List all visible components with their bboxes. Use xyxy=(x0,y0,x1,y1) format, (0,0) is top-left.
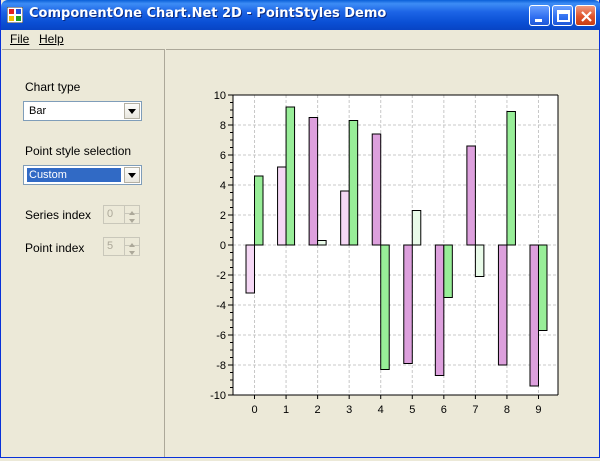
bar-s1-p4 xyxy=(380,244,390,370)
bar-s1-p5 xyxy=(411,210,422,246)
bar-s0-p3 xyxy=(340,190,350,246)
minimize-icon xyxy=(535,19,542,22)
y-tick-label: -10 xyxy=(210,390,226,402)
bar-s0-p6 xyxy=(434,244,445,376)
bar-chart[interactable]: -10 -8 -6 -4 -2 0 2 4 6 8 10 0 1 2 3 4 5 6 7 8 9 xyxy=(166,50,599,458)
bar-s0-p7 xyxy=(466,145,476,246)
y-tick-label: -6 xyxy=(216,330,226,342)
point-index-spinner[interactable]: 5 xyxy=(103,237,140,256)
bar-s0-p8 xyxy=(497,244,508,366)
bar-s0-p9 xyxy=(529,244,539,387)
y-tick-label: 10 xyxy=(214,90,226,102)
bar-s1-p3 xyxy=(348,120,359,246)
x-tick-label: 9 xyxy=(535,404,541,416)
maximize-button[interactable] xyxy=(552,5,573,26)
x-tick-label: 0 xyxy=(251,404,257,416)
point-style-value: Custom xyxy=(27,168,121,182)
bar-s0-p0 xyxy=(245,244,256,294)
bar-s1-p6 xyxy=(443,244,453,298)
y-tick-label: 4 xyxy=(220,180,226,192)
window-title: ComponentOne Chart.Net 2D - PointStyles … xyxy=(29,6,387,21)
point-index-value: 5 xyxy=(107,240,114,252)
y-tick-label: -2 xyxy=(216,270,226,282)
bar-s0-p2 xyxy=(308,117,319,246)
bar-s0-p5 xyxy=(403,244,413,364)
menu-bar: File Help xyxy=(2,30,599,49)
x-tick-label: 6 xyxy=(441,404,447,416)
chart-type-select[interactable]: Bar xyxy=(23,101,142,121)
bar-s1-p1 xyxy=(285,106,296,246)
series-index-spinner[interactable]: 0 xyxy=(103,205,140,224)
menu-file[interactable]: File xyxy=(10,32,29,46)
minimize-button[interactable] xyxy=(529,5,550,26)
x-tick-label: 3 xyxy=(346,404,352,416)
x-tick-label: 1 xyxy=(283,404,289,416)
bar-s0-p4 xyxy=(371,133,382,246)
spin-up-icon[interactable] xyxy=(125,238,139,247)
app-icon xyxy=(7,7,23,23)
bar-s1-p7 xyxy=(474,244,485,277)
y-tick-label: 2 xyxy=(220,210,226,222)
point-style-label: Point style selection xyxy=(25,144,132,158)
x-tick-label: 4 xyxy=(378,404,384,416)
y-tick-label: -8 xyxy=(216,360,226,372)
x-tick-label: 2 xyxy=(315,404,321,416)
point-style-select[interactable]: Custom xyxy=(23,165,142,185)
y-tick-label: -4 xyxy=(216,300,226,312)
y-tick-label: 0 xyxy=(220,240,226,252)
point-index-spin-buttons[interactable] xyxy=(124,238,139,255)
x-tick-label: 8 xyxy=(504,404,510,416)
spin-down-icon[interactable] xyxy=(125,246,139,255)
options-panel: Chart type Bar Point style selection Cus… xyxy=(2,49,165,457)
chart-panel: -10 -8 -6 -4 -2 0 2 4 6 8 10 0 1 2 3 4 5 6 7 8 9 xyxy=(166,49,599,457)
menu-file-label: File xyxy=(10,32,30,46)
bar-s1-p8 xyxy=(506,111,516,246)
bar-s1-p2 xyxy=(317,240,327,246)
menu-help[interactable]: Help xyxy=(39,32,64,46)
x-tick-label: 5 xyxy=(409,404,415,416)
x-tick-label: 7 xyxy=(472,404,478,416)
point-style-dropdown-button[interactable] xyxy=(124,167,140,183)
series-index-value: 0 xyxy=(107,208,114,220)
bar-s1-p9 xyxy=(537,244,548,331)
spin-down-icon[interactable] xyxy=(125,214,139,223)
series-index-label: Series index xyxy=(25,208,92,222)
chart-type-label: Chart type xyxy=(25,80,81,94)
y-tick-label: 6 xyxy=(220,150,226,162)
chevron-down-icon xyxy=(128,109,136,114)
close-button[interactable] xyxy=(575,5,596,26)
menu-help-label: Help xyxy=(39,32,64,46)
maximize-icon xyxy=(557,10,570,22)
y-tick-label: 8 xyxy=(220,120,226,132)
bar-s1-p0 xyxy=(254,175,264,246)
chevron-down-icon xyxy=(128,173,136,178)
close-icon xyxy=(581,11,592,22)
point-index-label: Point index xyxy=(25,241,85,255)
spin-up-icon[interactable] xyxy=(125,206,139,215)
chart-type-value: Bar xyxy=(29,105,47,117)
series-index-spin-buttons[interactable] xyxy=(124,206,139,223)
chart-type-dropdown-button[interactable] xyxy=(124,103,140,119)
bar-s0-p1 xyxy=(277,166,287,246)
title-bar[interactable]: ComponentOne Chart.Net 2D - PointStyles … xyxy=(1,0,600,30)
